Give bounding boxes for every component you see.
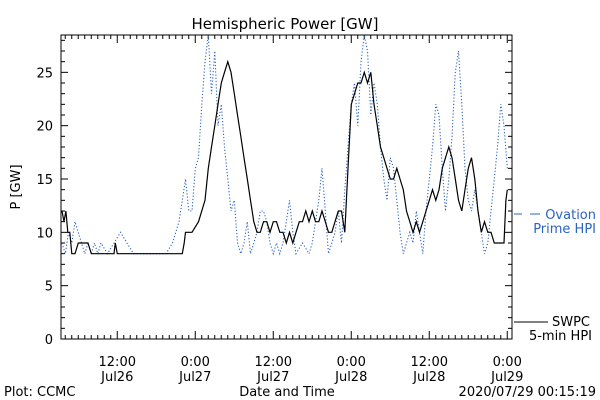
y-tick-label: 20: [36, 120, 53, 135]
y-tick-label: 5: [45, 280, 53, 295]
x-tick-label-date: Jul26: [100, 370, 133, 385]
y-tick-label: 10: [36, 226, 53, 241]
x-tick-label-time: 12:00: [255, 355, 292, 370]
legend-swpc-label-line2: 5-min HPI: [529, 329, 592, 344]
y-axis-ticks: 0 5 10 15 20 25: [36, 39, 512, 348]
legend-swpc: SWPC 5-min HPI: [514, 315, 592, 344]
x-tick-label-time: 0:00: [493, 355, 522, 370]
legend-ovation-label-line1: Ovation: [545, 208, 596, 223]
x-tick-label-date: Jul29: [490, 370, 523, 385]
x-tick-label-date: Jul28: [334, 370, 367, 385]
chart-title: Hemispheric Power [GW]: [192, 15, 379, 33]
y-tick-label: 0: [45, 333, 53, 348]
legend-swpc-label-line1: SWPC: [552, 315, 590, 330]
series-ovation-prime-line: [61, 34, 508, 256]
x-tick-label-date: Jul28: [412, 370, 445, 385]
y-tick-label: 15: [36, 173, 53, 188]
x-tick-label-time: 0:00: [181, 355, 210, 370]
legend-ovation: Ovation Prime HPI: [514, 208, 596, 237]
plot-credit: Plot: CCMC: [4, 385, 75, 400]
y-axis-label: P [GW]: [9, 164, 24, 209]
x-tick-label-date: Jul27: [256, 370, 289, 385]
y-tick-label: 25: [36, 66, 53, 81]
x-tick-label-time: 12:00: [99, 355, 136, 370]
x-tick-label-time: 0:00: [337, 355, 366, 370]
legend-ovation-label-line2: Prime HPI: [533, 222, 596, 237]
x-tick-label-date: Jul27: [178, 370, 211, 385]
x-tick-label-time: 12:00: [411, 355, 448, 370]
x-axis-label: Date and Time: [239, 385, 335, 400]
series-swpc-line: [61, 59, 508, 255]
plot-frame: [60, 34, 513, 340]
x-axis-ticks: 12:00Jul260:00Jul2712:00Jul270:00Jul2812…: [64, 35, 523, 385]
plot-timestamp: 2020/07/29 00:15:19: [459, 385, 596, 400]
